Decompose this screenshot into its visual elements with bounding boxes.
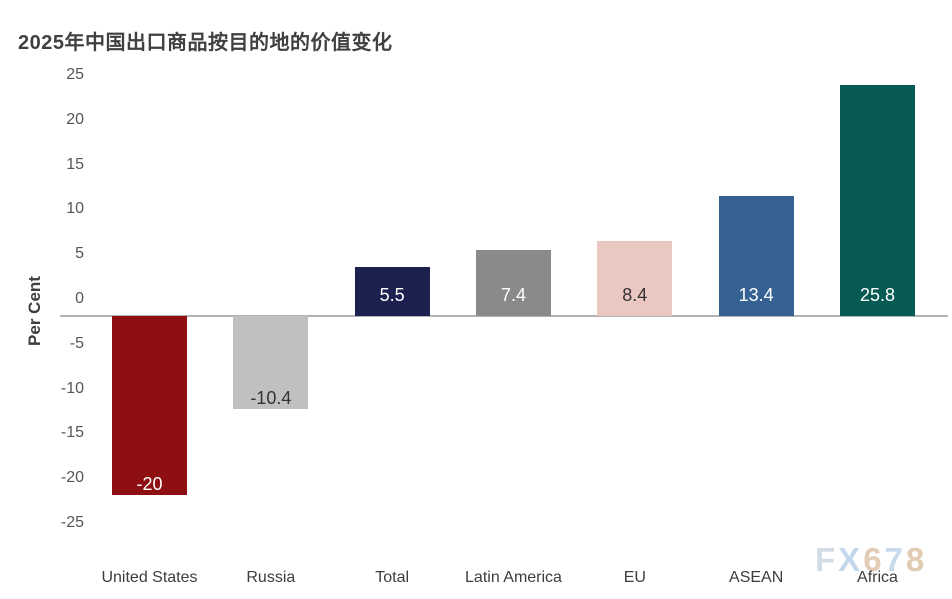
bar-africa bbox=[839, 84, 915, 316]
watermark-letter: X bbox=[838, 541, 864, 578]
y-axis-tick-label: -10 bbox=[60, 379, 84, 397]
zero-baseline bbox=[60, 315, 948, 317]
y-axis-tick-label: 0 bbox=[75, 290, 84, 307]
bar-value-label-russia: -10.4 bbox=[250, 388, 292, 409]
bar-russia bbox=[233, 316, 309, 410]
y-axis-tick-label: -5 bbox=[69, 334, 84, 352]
bar-value-label-latin-america: 7.4 bbox=[500, 285, 526, 305]
bar-asean bbox=[718, 195, 794, 316]
y-axis-tick-label: 20 bbox=[66, 110, 84, 128]
bar-value-label-asean: 13.4 bbox=[738, 285, 774, 305]
bar-value-label-total: 5.5 bbox=[379, 285, 405, 305]
bar-eu bbox=[597, 240, 673, 316]
bar-latin-america bbox=[475, 249, 551, 316]
x-axis-label-united-states: United States bbox=[101, 569, 198, 586]
watermark-letter: 6 bbox=[863, 541, 885, 578]
bar-united-states bbox=[112, 316, 187, 496]
bar-value-label-eu: 8.4 bbox=[622, 285, 648, 305]
y-axis-tick-label: -15 bbox=[60, 424, 84, 442]
watermark-letter: 8 bbox=[905, 541, 928, 578]
chart-title: 2025年中国出口商品按目的地的价值变化 bbox=[18, 32, 393, 54]
x-axis-label-asean: ASEAN bbox=[729, 569, 784, 586]
bar-value-label-united-states: -20 bbox=[136, 474, 163, 495]
y-axis-tick-label: -25 bbox=[60, 514, 84, 531]
x-axis-label-africa: Africa bbox=[857, 569, 898, 586]
y-axis-tick-label: 5 bbox=[75, 245, 84, 263]
y-axis-tick-label: -20 bbox=[60, 469, 84, 487]
watermark-fx678: FX678 bbox=[815, 541, 927, 579]
y-axis-tick-label: 10 bbox=[66, 200, 84, 218]
x-axis-label-russia: Russia bbox=[246, 569, 296, 586]
x-axis-label-latin-america: Latin America bbox=[465, 569, 562, 586]
x-axis-label-eu: EU bbox=[623, 569, 646, 586]
bar-value-label-africa: 25.8 bbox=[859, 285, 895, 305]
y-axis-tick-label: 15 bbox=[66, 155, 84, 173]
bar-total bbox=[354, 266, 430, 316]
y-axis-tick-label: 25 bbox=[66, 66, 84, 83]
watermark-letter: 7 bbox=[884, 541, 906, 578]
x-axis-label-total: Total bbox=[375, 569, 410, 586]
watermark-letter: F bbox=[815, 541, 839, 578]
